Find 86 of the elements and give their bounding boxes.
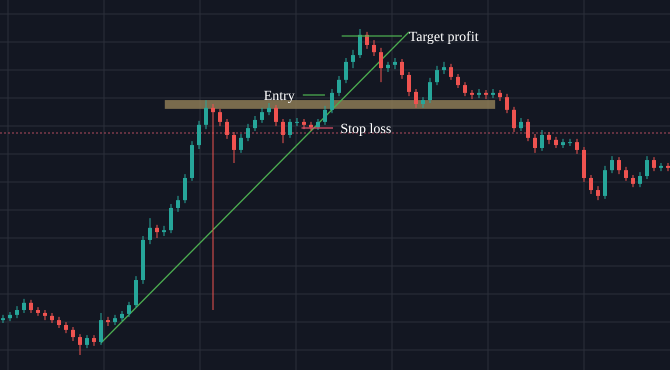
annotation: Target profit [408, 30, 479, 45]
candlestick [519, 118, 523, 132]
candlestick [281, 118, 285, 144]
candlestick [645, 156, 649, 180]
annotation: Entry [264, 88, 295, 104]
candlestick [162, 225, 166, 237]
candlestick [71, 326, 75, 342]
candlestick [512, 106, 516, 133]
candlestick [64, 322, 68, 334]
candlestick [400, 58, 404, 80]
candlestick [463, 82, 467, 97]
candlestick [330, 88, 334, 114]
candlestick [176, 195, 180, 212]
candlestick [428, 77, 432, 104]
candlestick [414, 88, 418, 108]
candlestick [155, 224, 159, 238]
candlestick [316, 118, 320, 131]
candlestick [22, 298, 26, 314]
annotation: Stop loss [340, 122, 392, 137]
candlestick [484, 89, 488, 100]
candlestick [267, 102, 271, 116]
candlestick [442, 61, 446, 74]
candlestick [43, 310, 47, 321]
candlestick [218, 108, 222, 127]
candlestick [78, 334, 82, 356]
candlestick [470, 89, 474, 100]
candlestick [15, 306, 19, 319]
candlestick [561, 138, 565, 148]
candlestick [421, 96, 425, 108]
candlestick [638, 172, 642, 188]
candlestick [302, 118, 306, 130]
candlestick [631, 174, 635, 188]
candlestick [253, 116, 257, 132]
candlestick [344, 58, 348, 84]
candlestick [169, 204, 173, 234]
candlestick [85, 334, 89, 349]
candlestick [533, 133, 537, 154]
candlestick [617, 156, 621, 175]
candlestick [337, 75, 341, 97]
candlestick [92, 334, 96, 346]
candlestick [477, 88, 481, 99]
candlestick [624, 166, 628, 182]
candlestick [351, 49, 355, 69]
candlestick [372, 40, 376, 57]
candlestick [197, 120, 201, 150]
candlestick [113, 314, 117, 326]
candlestick [386, 61, 390, 73]
candlestick [393, 58, 397, 70]
candlestick [211, 103, 215, 311]
candlestick [127, 301, 131, 318]
candlestick [232, 132, 236, 164]
candlestick [183, 174, 187, 204]
candlestick [540, 130, 544, 152]
candlestick [505, 93, 509, 114]
candlestick [239, 133, 243, 154]
candlestick [50, 312, 54, 324]
candlestick [498, 89, 502, 102]
candlestick [526, 118, 530, 142]
candlestick [99, 312, 103, 346]
candlestick [260, 107, 264, 124]
candlestick [449, 63, 453, 80]
candlestick [610, 156, 614, 174]
candlestick [358, 28, 362, 59]
candlestick [120, 310, 124, 322]
candlestick [148, 218, 152, 245]
candlestick [379, 47, 383, 83]
candlestick [57, 316, 61, 328]
candlestick [456, 73, 460, 89]
candlestick [596, 186, 600, 201]
candlestick [29, 299, 33, 314]
candlestick [575, 138, 579, 154]
candlestick [225, 118, 229, 140]
candlestick [589, 174, 593, 194]
candlestick [491, 88, 495, 99]
candlestick [246, 123, 250, 142]
candlestick [274, 104, 278, 127]
candlestick [8, 311, 12, 322]
candlestick [204, 100, 208, 130]
candlestick [288, 118, 292, 138]
candlestick [554, 136, 558, 148]
candlestick [435, 65, 439, 86]
candlestick [547, 132, 551, 145]
candlestick [407, 72, 411, 97]
candlestick [652, 156, 656, 172]
candlestick [106, 316, 110, 326]
candlestick [323, 105, 327, 126]
